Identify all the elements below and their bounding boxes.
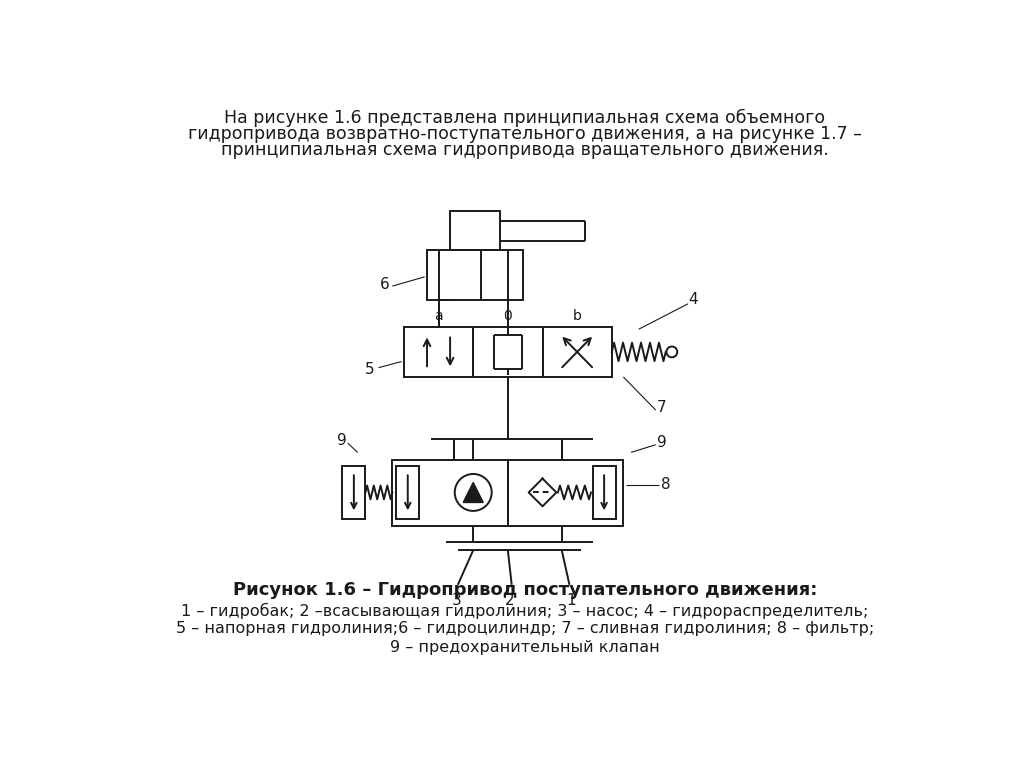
Bar [593,466,615,519]
Text: гидропривода возвратно-поступательного движения, а на рисунке 1.7 –: гидропривода возвратно-поступательного д… [187,125,862,143]
Bar [396,466,419,519]
Text: 9 – предохранительный клапан: 9 – предохранительный клапан [390,640,659,654]
Bar [473,327,543,377]
Text: 0: 0 [504,309,512,323]
Bar [451,212,500,250]
Text: b: b [572,309,582,323]
Text: Рисунок 1.6 – Гидропривод поступательного движения:: Рисунок 1.6 – Гидропривод поступательног… [232,581,817,599]
Text: 1: 1 [566,593,575,607]
Bar [427,250,523,300]
Text: 2: 2 [506,593,515,607]
Text: 5: 5 [365,362,374,377]
Polygon shape [463,482,483,502]
Text: 8: 8 [660,477,671,492]
Text: 9: 9 [657,435,667,450]
Bar [543,327,611,377]
Bar [392,460,508,525]
Text: 9: 9 [338,433,347,449]
Text: На рисунке 1.6 представлена принципиальная схема объемного: На рисунке 1.6 представлена принципиальн… [224,109,825,127]
Bar [403,327,473,377]
Text: 7: 7 [657,400,667,415]
Text: 4: 4 [688,292,697,308]
Text: 3: 3 [452,593,461,607]
Bar [508,460,624,525]
Text: принципиальная схема гидропривода вращательного движения.: принципиальная схема гидропривода вращат… [221,141,828,160]
Text: 6: 6 [380,277,389,292]
Bar [342,466,366,519]
Text: a: a [434,309,442,323]
Text: 1 – гидробак; 2 –всасывающая гидролиния; 3 – насос; 4 – гидрораспределитель;: 1 – гидробак; 2 –всасывающая гидролиния;… [181,603,868,619]
Text: 5 – напорная гидролиния;6 – гидроцилиндр; 7 – сливная гидролиния; 8 – фильтр;: 5 – напорная гидролиния;6 – гидроцилиндр… [176,621,873,636]
